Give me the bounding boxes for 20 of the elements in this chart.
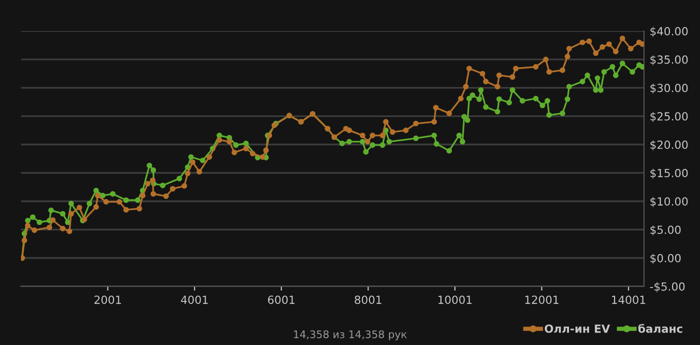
y-tick-label: $15.00 [650, 168, 688, 179]
y-tick-label: $30.00 [650, 84, 688, 94]
x-tick-label: 14001 [612, 296, 646, 304]
x-tick-label: 6001 [268, 296, 294, 304]
x-tick-label: 12001 [525, 296, 558, 304]
x-tick-label: 2001 [94, 296, 121, 304]
y-tick-label: $40.00 [650, 26, 688, 37]
y-tick-label: $0.00 [650, 254, 681, 264]
x-tick-label: 4001 [180, 296, 208, 304]
text: 14,358 из 14,358 рук [294, 330, 407, 340]
x-tick-label: 8001 [354, 296, 382, 304]
y-tick-label: $20.00 [650, 140, 688, 150]
y-tick-label: $10.00 [650, 197, 688, 208]
y-tick-label: -$5.00 [650, 282, 685, 292]
y-tick-label: $35.00 [650, 55, 688, 66]
y-tick-label: $25.00 [650, 112, 688, 122]
legend-label: баланс [638, 324, 682, 333]
legend-label: Олл-ин EV [544, 324, 610, 333]
x-tick-label: 10001 [438, 296, 472, 304]
y-tick-label: $5.00 [650, 225, 681, 236]
